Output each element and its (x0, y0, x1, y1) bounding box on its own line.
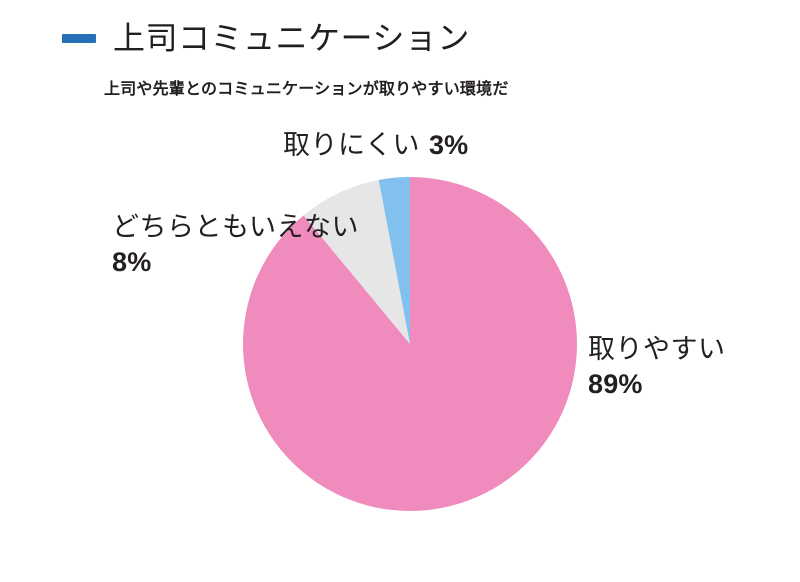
chart-subtitle: 上司や先輩とのコミュニケーションが取りやすい環境だ (104, 81, 509, 98)
slice-label-value: 3% (428, 130, 469, 160)
slice-label-dochiratomoienai: どちらともいえない 8% (112, 212, 359, 277)
title-row: 上司コミュニケーション (62, 22, 470, 54)
pie-slice (378, 177, 410, 344)
pie-graphic (243, 177, 577, 511)
page-title: 上司コミュニケーション (113, 20, 470, 56)
slice-label-name: どちらともいえない (112, 212, 359, 242)
pie-slice (303, 179, 410, 344)
slice-label-toriyasui: 取りやすい 89% (588, 334, 726, 399)
slice-label-name: 取りやすい (588, 334, 726, 364)
slice-label-value: 89% (588, 369, 643, 400)
slice-label-name: 取りにくい (283, 130, 420, 160)
legend-swatch-icon (62, 33, 96, 43)
slice-label-value: 8% (112, 247, 152, 278)
pie-slice (243, 177, 577, 511)
pie-svg (243, 177, 577, 511)
slice-label-torinikui: 取りにくい 3% (283, 130, 468, 160)
